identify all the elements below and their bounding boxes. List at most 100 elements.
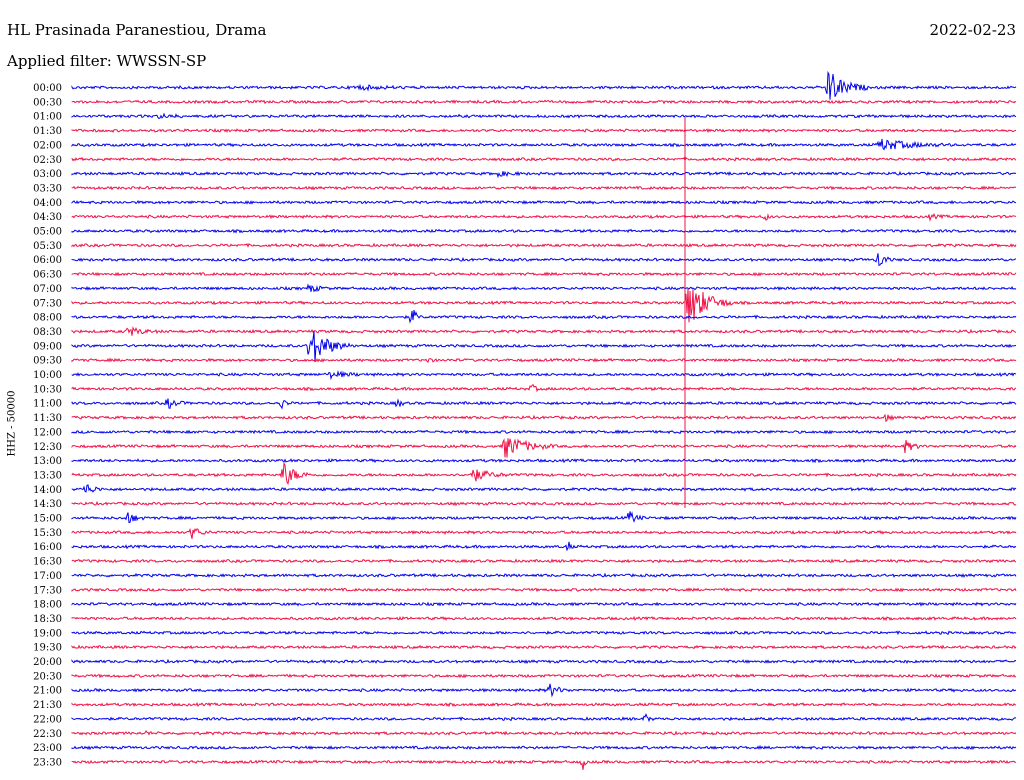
row-label-1630: 16:30 [33, 557, 62, 568]
trace-row-2000 [71, 658, 1017, 664]
row-label-0400: 04:00 [33, 198, 62, 209]
trace-row-1930 [71, 644, 1017, 650]
trace-row-0800 [71, 310, 1017, 324]
row-label-0900: 09:00 [33, 341, 62, 352]
row-label-1500: 15:00 [33, 514, 62, 525]
row-label-2000: 20:00 [33, 657, 62, 668]
trace-row-2230 [71, 729, 1017, 736]
row-label-2300: 23:00 [33, 743, 62, 754]
trace-row-0030 [71, 99, 1017, 105]
row-label-1100: 11:00 [33, 399, 62, 410]
row-label-1530: 15:30 [33, 528, 62, 539]
row-label-1300: 13:00 [33, 456, 62, 467]
row-label-0830: 08:30 [33, 327, 62, 338]
row-label-0500: 05:00 [33, 227, 62, 238]
row-label-1230: 12:30 [33, 442, 62, 453]
trace-row-1530 [71, 527, 1017, 539]
trace-row-1400 [71, 484, 1017, 493]
station-title: HL Prasinada Paranestiou, Drama [7, 21, 267, 39]
trace-row-1100 [71, 398, 1017, 410]
trace-row-0900 [71, 330, 1017, 363]
trace-row-1330 [71, 461, 1017, 486]
row-label-0700: 07:00 [33, 284, 62, 295]
row-label-2230: 22:30 [33, 729, 62, 740]
row-label-0930: 09:30 [33, 356, 62, 367]
row-label-2030: 20:30 [33, 671, 62, 682]
row-label-0330: 03:30 [33, 183, 62, 194]
trace-row-0630 [71, 271, 1017, 277]
trace-row-2330 [71, 759, 1016, 770]
row-label-1430: 14:30 [33, 499, 62, 510]
trace-row-1700 [71, 572, 1017, 578]
trace-row-1600 [71, 541, 1017, 552]
trace-row-1630 [71, 558, 1017, 564]
trace-row-1030 [71, 383, 1017, 393]
trace-row-0430 [71, 212, 1017, 223]
trace-row-2030 [71, 673, 1017, 679]
row-label-0730: 07:30 [33, 298, 62, 309]
trace-row-1430 [71, 500, 1017, 507]
row-label-2130: 21:30 [33, 700, 62, 711]
trace-row-1200 [71, 429, 1017, 435]
row-label-1200: 12:00 [33, 427, 62, 438]
trace-row-0130 [71, 128, 1017, 134]
row-label-1730: 17:30 [33, 585, 62, 596]
row-label-1130: 11:30 [33, 413, 62, 424]
row-label-1330: 13:30 [33, 470, 62, 481]
row-label-2330: 23:30 [33, 757, 62, 768]
trace-row-0500 [71, 228, 1017, 234]
row-label-1000: 10:00 [33, 370, 62, 381]
row-label-1800: 18:00 [33, 600, 62, 611]
trace-row-0530 [71, 242, 1017, 248]
filter-label: Applied filter: WWSSN-SP [7, 52, 207, 70]
row-label-0200: 02:00 [33, 140, 62, 151]
trace-row-0400 [71, 199, 1017, 205]
record-date: 2022-02-23 [929, 21, 1016, 39]
row-label-0800: 08:00 [33, 313, 62, 324]
trace-row-2100 [71, 683, 1017, 698]
trace-row-1800 [71, 601, 1017, 607]
trace-row-1730 [71, 587, 1017, 593]
trace-row-1130 [71, 413, 1017, 423]
row-label-0230: 02:30 [33, 155, 62, 166]
row-label-1930: 19:30 [33, 643, 62, 654]
row-label-1400: 14:00 [33, 485, 62, 496]
row-label-0630: 06:30 [33, 270, 62, 281]
trace-row-0100 [71, 112, 1017, 119]
row-label-2200: 22:00 [33, 714, 62, 725]
row-label-1830: 18:30 [33, 614, 62, 625]
row-label-0130: 01:30 [33, 126, 62, 137]
row-label-0100: 01:00 [33, 112, 62, 123]
row-label-1030: 10:30 [33, 384, 62, 395]
trace-row-2130 [71, 701, 1017, 708]
trace-row-1500 [71, 511, 1017, 524]
row-label-0600: 06:00 [33, 255, 62, 266]
trace-row-0830 [71, 326, 1017, 336]
trace-row-0300 [71, 170, 1017, 179]
trace-row-0000 [71, 70, 1017, 100]
row-label-0030: 00:30 [33, 97, 62, 108]
trace-row-1300 [71, 458, 1017, 464]
row-label-2100: 21:00 [33, 686, 62, 697]
trace-row-2300 [71, 744, 1017, 751]
trace-row-1000 [71, 369, 1017, 381]
trace-row-0600 [71, 253, 1017, 267]
row-label-1600: 16:00 [33, 542, 62, 553]
trace-row-1830 [71, 615, 1017, 622]
trace-row-2200 [71, 713, 1017, 723]
row-label-0530: 05:30 [33, 241, 62, 252]
trace-row-1230 [71, 438, 1017, 458]
trace-row-0930 [71, 357, 1017, 364]
row-label-0000: 00:00 [33, 83, 62, 94]
row-label-1700: 17:00 [33, 571, 62, 582]
row-label-1900: 19:00 [33, 628, 62, 639]
row-label-0430: 04:30 [33, 212, 62, 223]
trace-row-1900 [71, 630, 1017, 636]
trace-row-0330 [71, 185, 1017, 191]
trace-row-0700 [71, 283, 1017, 293]
row-label-0300: 03:00 [33, 169, 62, 180]
trace-row-0730 [71, 288, 1017, 323]
trace-row-0230 [71, 156, 1017, 162]
